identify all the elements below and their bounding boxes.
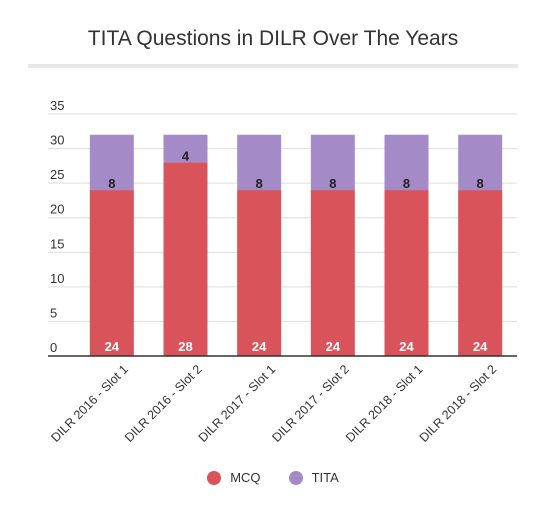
y-axis-ticks: 0 5 10 15 20 25 30 35 <box>50 98 64 355</box>
y-tick-label: 20 <box>50 202 64 217</box>
y-tick-label: 30 <box>50 133 64 148</box>
x-tick-label: DILR 2017 - Slot 1 <box>196 362 279 445</box>
y-tick-label: 25 <box>50 167 64 182</box>
legend-item-tita: TITA <box>288 470 339 485</box>
legend-swatch-tita <box>288 470 303 485</box>
bar-mcq <box>310 190 355 356</box>
data-label-tita: 8 <box>329 176 336 191</box>
y-tick-label: 0 <box>50 340 57 355</box>
x-tick-label: DILR 2018 - Slot 1 <box>343 362 426 445</box>
legend-label-tita: TITA <box>311 470 339 485</box>
data-label-mcq: 24 <box>399 339 414 354</box>
bar-tita <box>237 134 282 191</box>
data-label-mcq: 24 <box>252 339 267 354</box>
bar-mcq <box>163 162 208 356</box>
legend-label-mcq: MCQ <box>230 470 261 485</box>
legend-item-mcq: MCQ <box>207 470 261 485</box>
y-tick-label: 15 <box>50 236 64 251</box>
y-tick-label: 5 <box>50 305 57 320</box>
bars <box>89 134 503 356</box>
data-label-tita: 8 <box>256 176 263 191</box>
x-tick-label: DILR 2018 - Slot 2 <box>417 362 500 445</box>
x-tick-label: DILR 2017 - Slot 2 <box>269 362 352 445</box>
x-tick-label: DILR 2016 - Slot 1 <box>48 362 131 445</box>
bar-tita <box>163 134 208 163</box>
chart-title: TITA Questions in DILR Over The Years <box>87 27 459 50</box>
data-label-mcq: 24 <box>326 339 341 354</box>
bar-mcq <box>458 190 503 356</box>
data-label-tita: 4 <box>182 148 190 163</box>
title-divider <box>28 64 518 68</box>
x-tick-label: DILR 2016 - Slot 2 <box>122 362 205 445</box>
data-label-tita: 8 <box>403 176 410 191</box>
y-tick-label: 35 <box>50 98 64 113</box>
legend-swatch-mcq <box>207 470 222 485</box>
data-label-tita: 8 <box>477 176 484 191</box>
bar-mcq <box>237 190 282 356</box>
data-labels: 24 8 28 4 24 8 24 8 24 8 24 8 <box>105 148 489 354</box>
bar-tita <box>384 134 429 191</box>
data-label-mcq: 28 <box>178 339 192 354</box>
data-label-mcq: 24 <box>105 339 120 354</box>
bar-mcq <box>384 190 429 356</box>
bar-tita <box>458 134 503 191</box>
bar-tita <box>89 134 134 191</box>
data-label-tita: 8 <box>108 176 115 191</box>
data-label-mcq: 24 <box>473 339 488 354</box>
bar-mcq <box>89 190 134 356</box>
y-tick-label: 10 <box>50 271 64 286</box>
bar-tita <box>310 134 355 191</box>
legend: MCQ TITA <box>0 470 546 485</box>
